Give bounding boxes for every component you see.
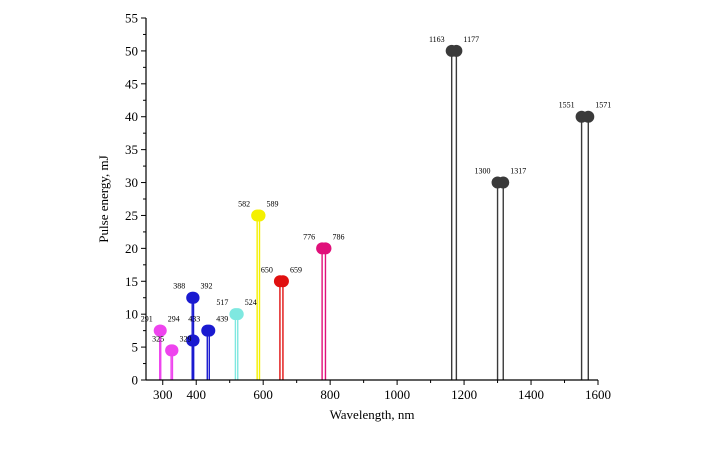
y-axis-title: Pulse energy, mJ [96, 155, 111, 242]
data-point [203, 324, 216, 337]
data-point [166, 344, 179, 357]
y-tick-label: 45 [125, 76, 138, 91]
peak-label: 388 [173, 282, 185, 291]
data-point [187, 291, 200, 304]
x-axis-title: Wavelength, nm [330, 407, 415, 422]
y-tick-label: 35 [125, 142, 138, 157]
x-tick-label: 1400 [518, 387, 544, 402]
data-point [154, 324, 167, 337]
peak-label: 325 [152, 334, 164, 343]
ticks: 0 5 10 15 20 25 30 35 40 45 50 55 300 400 600 800 1000 12… [125, 11, 611, 403]
data-point [450, 44, 463, 57]
axes [145, 18, 598, 381]
y-tick-label: 20 [125, 241, 138, 256]
data-point [319, 242, 332, 255]
x-tick-label: 1200 [451, 387, 477, 402]
peak-label: 1317 [510, 167, 526, 176]
peak-label: 776 [303, 232, 315, 241]
y-tick-label: 50 [125, 43, 138, 58]
peak-label: 433 [188, 315, 200, 324]
y-tick-label: 0 [132, 373, 139, 388]
x-tick-label: 800 [320, 387, 340, 402]
y-tick-label: 5 [132, 340, 139, 355]
peak-label: 650 [261, 265, 273, 274]
peak-label: 582 [238, 199, 250, 208]
peak-label: 1300 [475, 167, 491, 176]
peak-label: 392 [201, 282, 213, 291]
peak-label: 1163 [429, 35, 445, 44]
peak-label: 294 [168, 315, 180, 324]
data-point [253, 209, 266, 222]
data-markers [153, 44, 595, 357]
y-tick-label: 10 [125, 307, 138, 322]
data-point [582, 110, 595, 123]
stem-lines [159, 50, 589, 380]
data-point [497, 176, 510, 189]
peak-labels: 291 294 325 329 388 392 433 439 517 524 582 589 650 6… [141, 35, 612, 343]
data-point [231, 308, 244, 321]
x-tick-label: 1600 [585, 387, 611, 402]
y-tick-label: 40 [125, 109, 138, 124]
peak-label: 439 [216, 315, 228, 324]
data-point [276, 275, 289, 288]
peak-label: 524 [245, 298, 257, 307]
x-tick-label: 400 [186, 387, 206, 402]
peak-label: 589 [267, 199, 279, 208]
peak-label: 517 [216, 298, 228, 307]
peak-label: 1551 [559, 101, 575, 110]
x-tick-label: 600 [253, 387, 273, 402]
x-tick-label: 1000 [384, 387, 410, 402]
peak-label: 291 [141, 315, 153, 324]
x-tick-label: 300 [153, 387, 173, 402]
peak-label: 659 [290, 265, 302, 274]
peak-label: 329 [179, 334, 191, 343]
peak-label: 1571 [595, 101, 611, 110]
y-tick-label: 55 [125, 11, 138, 26]
y-tick-label: 30 [125, 175, 138, 190]
peak-label: 786 [332, 232, 344, 241]
peak-label: 1177 [463, 35, 479, 44]
y-tick-label: 15 [125, 274, 138, 289]
y-tick-label: 25 [125, 208, 138, 223]
data-point [187, 334, 200, 347]
